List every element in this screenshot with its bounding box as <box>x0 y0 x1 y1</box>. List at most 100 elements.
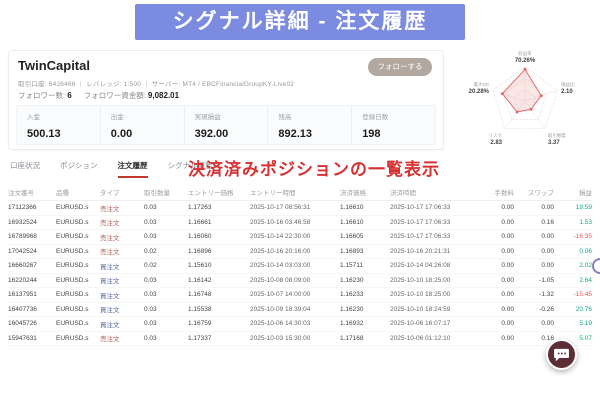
table-row[interactable]: 15947631 EURUSD.s 売注文 0.03 1.17337 2025-… <box>8 332 592 346</box>
account-name: TwinCapital <box>18 58 90 73</box>
swap-cell: 0.00 <box>541 320 554 328</box>
close-price-cell: 1.16610 <box>340 218 364 226</box>
table-row[interactable]: 16045726 EURUSD.s 買注文 0.03 1.16759 2025-… <box>8 317 592 332</box>
radar-axis-label: 最大DD <box>474 81 490 88</box>
swap-cell: 0.00 <box>541 262 554 270</box>
entry-price-cell: 1.15610 <box>188 262 212 270</box>
table-row[interactable]: 17112366 EURUSD.s 売注文 0.03 1.17263 2025-… <box>8 201 592 216</box>
entry-price-cell: 1.17337 <box>188 334 212 342</box>
entry-price-cell: 1.16661 <box>188 218 212 226</box>
swap-cell: 0.16 <box>541 218 554 226</box>
entry-price-cell: 1.16060 <box>188 233 212 241</box>
radar-axis-label: 取引頻度 <box>548 132 566 139</box>
entry-price-cell: 1.16142 <box>188 276 212 284</box>
radar-axis-label: 損益比 <box>561 81 575 88</box>
commission-cell: 0.00 <box>501 262 514 270</box>
order-type-cell: 買注文 <box>100 278 120 286</box>
tab-positions[interactable]: ポジション <box>60 161 98 170</box>
metric-label: 入金 <box>27 114 40 121</box>
table-row[interactable]: 16220244 EURUSD.s 買注文 0.03 1.16142 2025-… <box>8 274 592 288</box>
order-number-cell: 16789968 <box>8 233 37 241</box>
metric-value: 500.13 <box>27 128 61 140</box>
symbol-cell: EURUSD.s <box>56 233 89 241</box>
symbol-cell: EURUSD.s <box>56 291 89 299</box>
volume-cell: 0.03 <box>144 204 157 212</box>
commission-cell: 0.00 <box>501 305 514 313</box>
symbol-cell: EURUSD.s <box>56 276 89 284</box>
chat-button[interactable] <box>546 339 577 370</box>
radar-axis-value: 2.10 <box>561 89 573 95</box>
tab-order-history[interactable]: 注文履歴 <box>117 160 148 178</box>
commission-cell: 0.00 <box>501 218 514 226</box>
profit-loss-cell: 5.07 <box>579 334 592 342</box>
profit-loss-cell: 5.19 <box>579 320 592 328</box>
profit-loss-cell: 20.76 <box>575 305 592 313</box>
side-widget-icon[interactable] <box>592 258 600 274</box>
volume-cell: 0.03 <box>144 320 157 328</box>
table-row[interactable]: 17042524 EURUSD.s 売注文 0.02 1.16896 2025-… <box>8 245 592 259</box>
col-header: 品種 <box>56 190 69 197</box>
swap-cell: 0.00 <box>541 233 554 241</box>
col-header: 決済価格 <box>340 190 366 197</box>
entry-time-cell: 2025-10-17 08:56:31 <box>250 204 311 212</box>
volume-cell: 0.03 <box>144 233 157 241</box>
table-header-row: 注文番号 品種 タイプ 取引数量 エントリー価格 エントリー時間 決済価格 決済… <box>8 184 592 201</box>
entry-time-cell: 2025-10-16 03:46:58 <box>250 218 311 226</box>
swap-cell: 0.00 <box>541 204 554 212</box>
close-time-cell: 2025-10-16 20:21:31 <box>390 247 451 255</box>
table-body: 17112366 EURUSD.s 売注文 0.03 1.17263 2025-… <box>8 201 592 346</box>
close-time-cell: 2025-10-10 18:25:00 <box>390 291 451 299</box>
funds-value: 9,082.01 <box>147 91 180 100</box>
table-row[interactable]: 16407736 EURUSD.s 買注文 0.03 1.15538 2025-… <box>8 303 592 317</box>
radar-axis-label: 収益率 <box>518 50 532 57</box>
symbol-cell: EURUSD.s <box>56 262 89 270</box>
radar-axis-value: 3.37 <box>548 140 560 146</box>
metric-withdrawal: 出金 0.00 <box>101 106 185 144</box>
close-time-cell: 2025-10-17 17:06:33 <box>390 204 451 212</box>
entry-time-cell: 2025-10-16 20:16:00 <box>250 247 311 255</box>
followers-label: フォロワー数: <box>18 91 66 100</box>
commission-cell: 0.00 <box>501 247 514 255</box>
volume-cell: 0.03 <box>144 291 157 299</box>
order-type-cell: 売注文 <box>100 336 120 344</box>
order-number-cell: 16932524 <box>8 218 37 226</box>
close-time-cell: 2025-10-06 16:07:17 <box>390 320 451 328</box>
entry-price-cell: 1.16759 <box>188 320 212 328</box>
funds-label: フォロワー資金額: <box>83 91 146 100</box>
entry-price-cell: 1.16896 <box>188 247 212 255</box>
metrics-row: 入金 500.13 出金 0.00 実現損益 392.00 残高 892.13 … <box>16 105 436 145</box>
entry-time-cell: 2025-10-08 08:09:00 <box>250 276 311 284</box>
order-number-cell: 15947631 <box>8 334 37 342</box>
swap-cell: -1.32 <box>539 291 554 299</box>
metric-label: 実現損益 <box>194 114 221 121</box>
follow-button[interactable]: フォローする <box>368 58 432 76</box>
col-header: 注文番号 <box>8 190 34 197</box>
radar-axis-value: 20.28% <box>469 89 490 95</box>
table-row[interactable]: 16789968 EURUSD.s 売注文 0.03 1.16060 2025-… <box>8 230 592 245</box>
symbol-cell: EURUSD.s <box>56 334 89 342</box>
entry-time-cell: 2025-10-07 14:00:00 <box>250 291 311 299</box>
order-type-cell: 売注文 <box>100 249 120 257</box>
tab-account-status[interactable]: 口座状況 <box>10 161 40 170</box>
metric-registered-days: 登録日数 198 <box>352 106 435 144</box>
radar-data-polygon <box>501 68 542 113</box>
close-price-cell: 1.16233 <box>340 291 364 299</box>
entry-time-cell: 2025-10-03 15:30:00 <box>250 334 311 342</box>
entry-time-cell: 2025-10-14 03:03:00 <box>250 262 311 270</box>
metric-deposit: 入金 500.13 <box>17 106 101 144</box>
table-row[interactable]: 16660267 EURUSD.s 買注文 0.02 1.15610 2025-… <box>8 259 592 274</box>
volume-cell: 0.03 <box>144 334 157 342</box>
profit-loss-cell: 2.02 <box>579 262 592 270</box>
close-price-cell: 1.15711 <box>340 262 364 270</box>
profit-loss-cell: -15.45 <box>573 291 592 299</box>
tab-signal-overview[interactable]: シグナル概要 <box>167 161 213 170</box>
volume-cell: 0.03 <box>144 218 157 226</box>
metric-value: 198 <box>362 128 381 140</box>
table-row[interactable]: 16137951 EURUSD.s 買注文 0.03 1.16748 2025-… <box>8 288 592 303</box>
table-row[interactable]: 16932524 EURUSD.s 売注文 0.03 1.16661 2025-… <box>8 216 592 230</box>
profit-loss-cell: 0.06 <box>579 247 592 255</box>
order-number-cell: 16220244 <box>8 276 37 284</box>
order-number-cell: 16137951 <box>8 291 37 299</box>
symbol-cell: EURUSD.s <box>56 320 89 328</box>
followers-value: 6 <box>67 91 72 100</box>
